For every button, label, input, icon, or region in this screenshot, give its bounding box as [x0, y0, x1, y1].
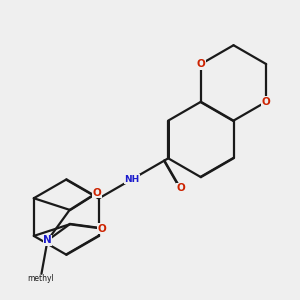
Text: NH: NH: [124, 175, 140, 184]
Text: O: O: [92, 188, 101, 198]
Text: methyl: methyl: [27, 274, 54, 284]
Text: O: O: [262, 97, 271, 107]
Text: N: N: [43, 236, 52, 245]
Text: O: O: [196, 59, 205, 69]
Text: O: O: [176, 183, 185, 193]
Text: O: O: [97, 224, 106, 234]
